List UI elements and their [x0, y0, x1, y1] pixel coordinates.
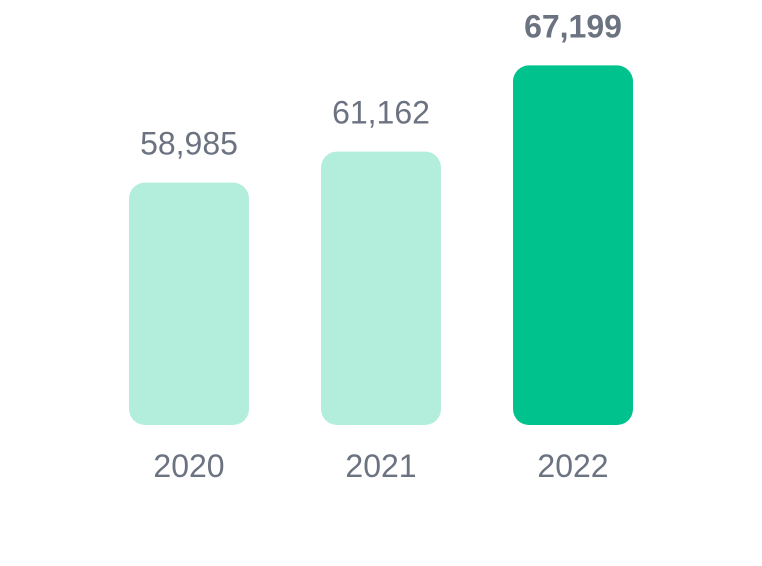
x-tick-label: 2020 — [153, 448, 224, 484]
value-label: 58,985 — [140, 126, 238, 162]
bar — [321, 151, 441, 425]
value-label: 61,162 — [332, 95, 430, 131]
value-label: 67,199 — [524, 8, 622, 44]
x-tick-label: 2021 — [345, 448, 416, 484]
bar — [129, 182, 249, 425]
bar — [513, 65, 633, 425]
x-tick-label: 2022 — [537, 448, 608, 484]
